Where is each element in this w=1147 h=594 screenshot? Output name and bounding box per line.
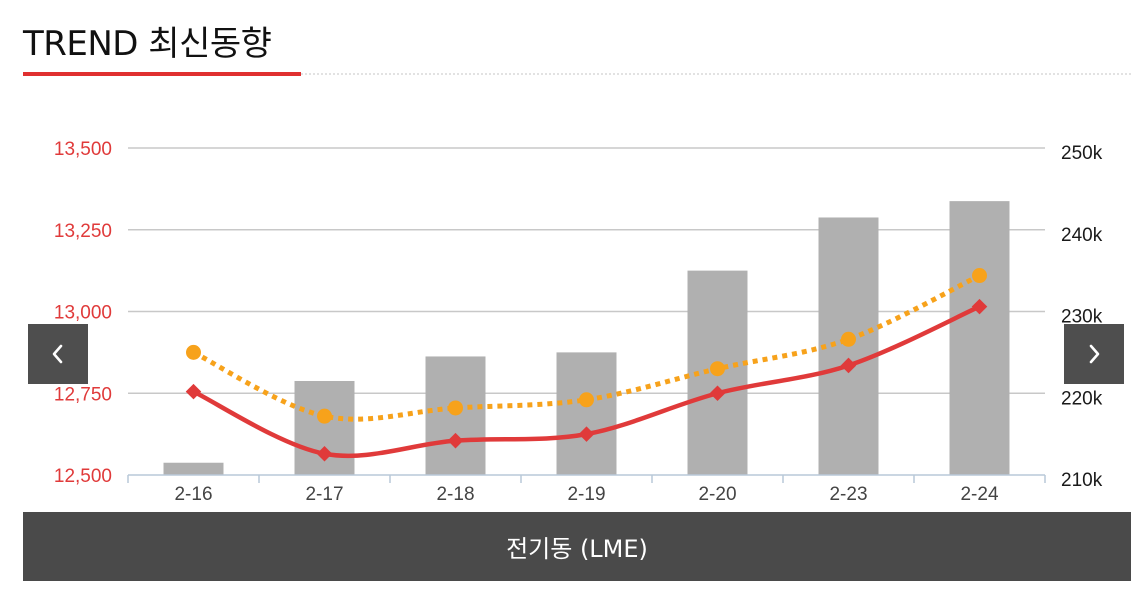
next-button[interactable]: [1064, 324, 1124, 384]
y-left-tick-label: 13,500: [54, 139, 112, 160]
x-tick-label: 2-20: [698, 484, 736, 505]
y-left-tick-label: 13,250: [54, 221, 112, 242]
y-right-tick-label: 230k: [1061, 307, 1103, 328]
series-point-circle: [972, 268, 987, 284]
y-right-tick-label: 240k: [1061, 225, 1103, 246]
chevron-left-icon: [52, 344, 63, 364]
y-left-tick-label: 13,000: [54, 303, 112, 324]
x-tick-label: 2-23: [829, 484, 867, 505]
x-tick-label: 2-18: [436, 484, 474, 505]
x-tick-label: 2-17: [305, 484, 343, 505]
section-header: TREND 최신동향: [23, 0, 1131, 80]
y-right-tick-label: 250k: [1061, 143, 1103, 164]
x-tick-label: 2-19: [567, 484, 605, 505]
title-divider: [301, 73, 1131, 75]
page-title: TREND 최신동향: [23, 24, 272, 64]
series-point-circle: [186, 344, 201, 360]
x-tick-label: 2-24: [960, 484, 998, 505]
bar: [163, 462, 224, 475]
y-left-tick-label: 12,750: [54, 384, 112, 405]
y-right-tick-label: 220k: [1061, 388, 1103, 409]
chart-caption-bar: 전기동 (LME): [23, 512, 1131, 581]
series-point-circle: [710, 361, 725, 377]
title-underline: [23, 72, 301, 76]
series-point-circle: [579, 392, 594, 408]
series-point-circle: [317, 408, 332, 424]
bar: [556, 352, 617, 475]
series-point-diamond: [185, 383, 202, 400]
bar: [949, 201, 1010, 475]
series-point-circle: [841, 331, 856, 347]
bar: [425, 356, 486, 475]
chart-caption: 전기동 (LME): [506, 535, 648, 563]
x-tick-label: 2-16: [174, 484, 212, 505]
series-point-circle: [448, 400, 463, 416]
y-right-tick-label: 210k: [1061, 470, 1103, 491]
prev-button[interactable]: [28, 324, 88, 384]
y-left-tick-label: 12,500: [54, 466, 112, 487]
chevron-right-icon: [1089, 344, 1100, 364]
trend-chart: 12,500 12,750 13,000 13,250 13,500 210k 220k 23…: [54, 139, 1103, 505]
